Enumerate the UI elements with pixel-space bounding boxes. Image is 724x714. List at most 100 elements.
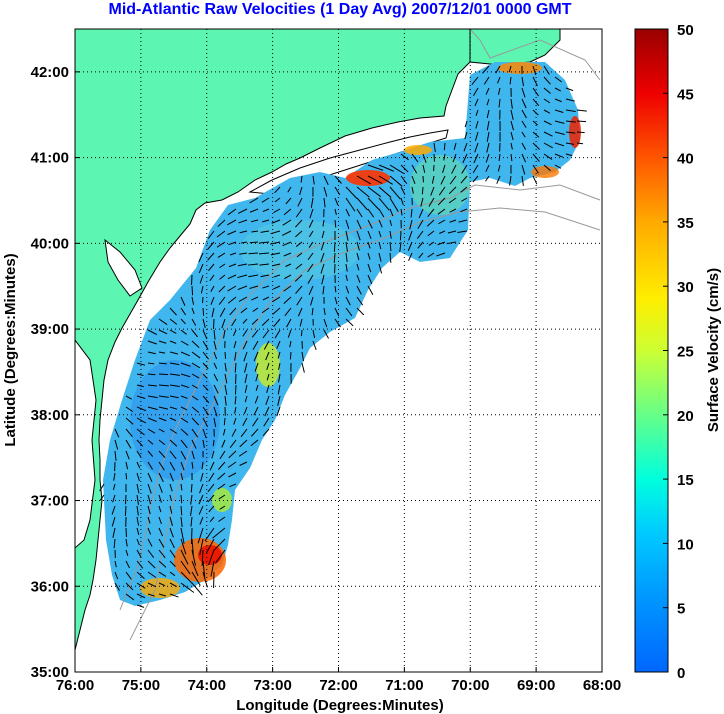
velocity-vector (158, 340, 167, 344)
velocity-vector (136, 439, 144, 447)
velocity-vector (180, 417, 189, 424)
velocity-vector (213, 395, 219, 406)
velocity-vector (180, 373, 191, 378)
velocity-vector (410, 208, 413, 218)
velocity-vector (191, 582, 203, 596)
velocity-vector (378, 241, 382, 250)
velocity-vector (389, 186, 401, 200)
velocity-vector (565, 142, 575, 145)
velocity-vector (250, 439, 259, 447)
velocity-vector (323, 186, 328, 197)
velocity-vector (136, 362, 146, 366)
velocity-vector (422, 164, 426, 173)
velocity-vector (565, 87, 574, 92)
velocity-vector (521, 87, 526, 98)
velocity-vector (283, 252, 292, 257)
velocity-vector (169, 560, 176, 567)
velocity-vector (158, 439, 166, 446)
velocity-vector (210, 285, 215, 292)
velocity-vector (147, 450, 154, 457)
colorbar-tick-label: 25 (677, 344, 694, 361)
velocity-vector (169, 549, 176, 558)
velocity-vector (251, 329, 259, 338)
velocity-vector (202, 318, 206, 329)
velocity-vector (271, 263, 281, 267)
velocity-vector (565, 131, 576, 134)
velocity-vector (356, 274, 361, 283)
velocity-vector (356, 208, 363, 218)
velocity-vector (136, 593, 146, 599)
velocity-vector (191, 296, 195, 305)
velocity-vector (532, 120, 539, 126)
velocity-vector (240, 307, 248, 314)
velocity-vector (378, 175, 393, 185)
velocity-vector (136, 472, 140, 482)
velocity-vector (242, 340, 248, 350)
y-tick-label: 37:00 (31, 493, 69, 510)
velocity-vector (191, 351, 201, 359)
y-tick-label: 38:00 (31, 407, 69, 424)
velocity-vector (191, 285, 194, 296)
velocity-vector (554, 131, 565, 135)
velocity-vector (408, 230, 413, 241)
velocity-vector (485, 87, 490, 95)
velocity-vector (460, 175, 468, 184)
velocity-vector (472, 164, 479, 174)
velocity-vector (294, 274, 303, 282)
velocity-vector (180, 450, 187, 460)
velocity-vector (202, 373, 208, 379)
velocity-vector (296, 252, 303, 258)
velocity-vector (224, 373, 228, 384)
velocity-vector (191, 450, 195, 460)
velocity-vector (224, 362, 227, 372)
velocity-vector (147, 395, 158, 399)
velocity-vector (521, 76, 524, 87)
velocity-vector (262, 219, 270, 223)
velocity-vector (180, 340, 189, 346)
x-tick-label: 69:00 (517, 677, 555, 694)
velocity-vector (136, 604, 145, 608)
velocity-vector (249, 241, 259, 244)
y-tick-label: 39:00 (31, 321, 69, 338)
velocity-vector (482, 65, 490, 74)
velocity-vector (209, 516, 215, 523)
velocity-vector (400, 208, 403, 216)
velocity-vector (180, 538, 187, 555)
velocity-vector (367, 208, 375, 218)
velocity-vector (219, 450, 226, 460)
velocity-vector (147, 516, 151, 524)
velocity-vector (147, 538, 153, 547)
velocity-vector (136, 395, 146, 399)
velocity-vector (378, 197, 390, 211)
velocity-vector (208, 549, 215, 566)
velocity-vector (345, 252, 348, 263)
x-tick-label: 68:00 (583, 677, 621, 694)
velocity-vector (237, 285, 248, 291)
velocity-vector (209, 274, 215, 282)
colorbar-ticks: 0 5 10 15 20 25 30 35 40 45 50 (663, 22, 694, 682)
velocity-vector (221, 439, 226, 448)
velocity-vector (191, 373, 200, 379)
velocity-vector (180, 472, 184, 481)
x-tick-label: 74:00 (188, 677, 226, 694)
velocity-vector (442, 164, 446, 173)
velocity-vector (114, 439, 119, 450)
velocity-vector (312, 329, 316, 339)
velocity-vector (367, 197, 380, 210)
velocity-vector (565, 153, 573, 157)
velocity-vector (345, 186, 358, 199)
velocity-vector (217, 483, 226, 490)
velocity-vector (458, 219, 468, 223)
velocity-vector (219, 505, 226, 510)
velocity-vector (486, 131, 490, 142)
velocity-vector (320, 252, 325, 263)
velocity-vector (276, 340, 281, 349)
velocity-vector (421, 186, 424, 195)
velocity-vector (286, 318, 292, 328)
velocity-vector (199, 274, 204, 284)
velocity-vector (262, 428, 270, 437)
velocity-vector (147, 362, 155, 365)
velocity-vector (202, 362, 209, 370)
velocity-vector (356, 252, 360, 261)
colorbar-tick-label: 0 (677, 665, 685, 682)
